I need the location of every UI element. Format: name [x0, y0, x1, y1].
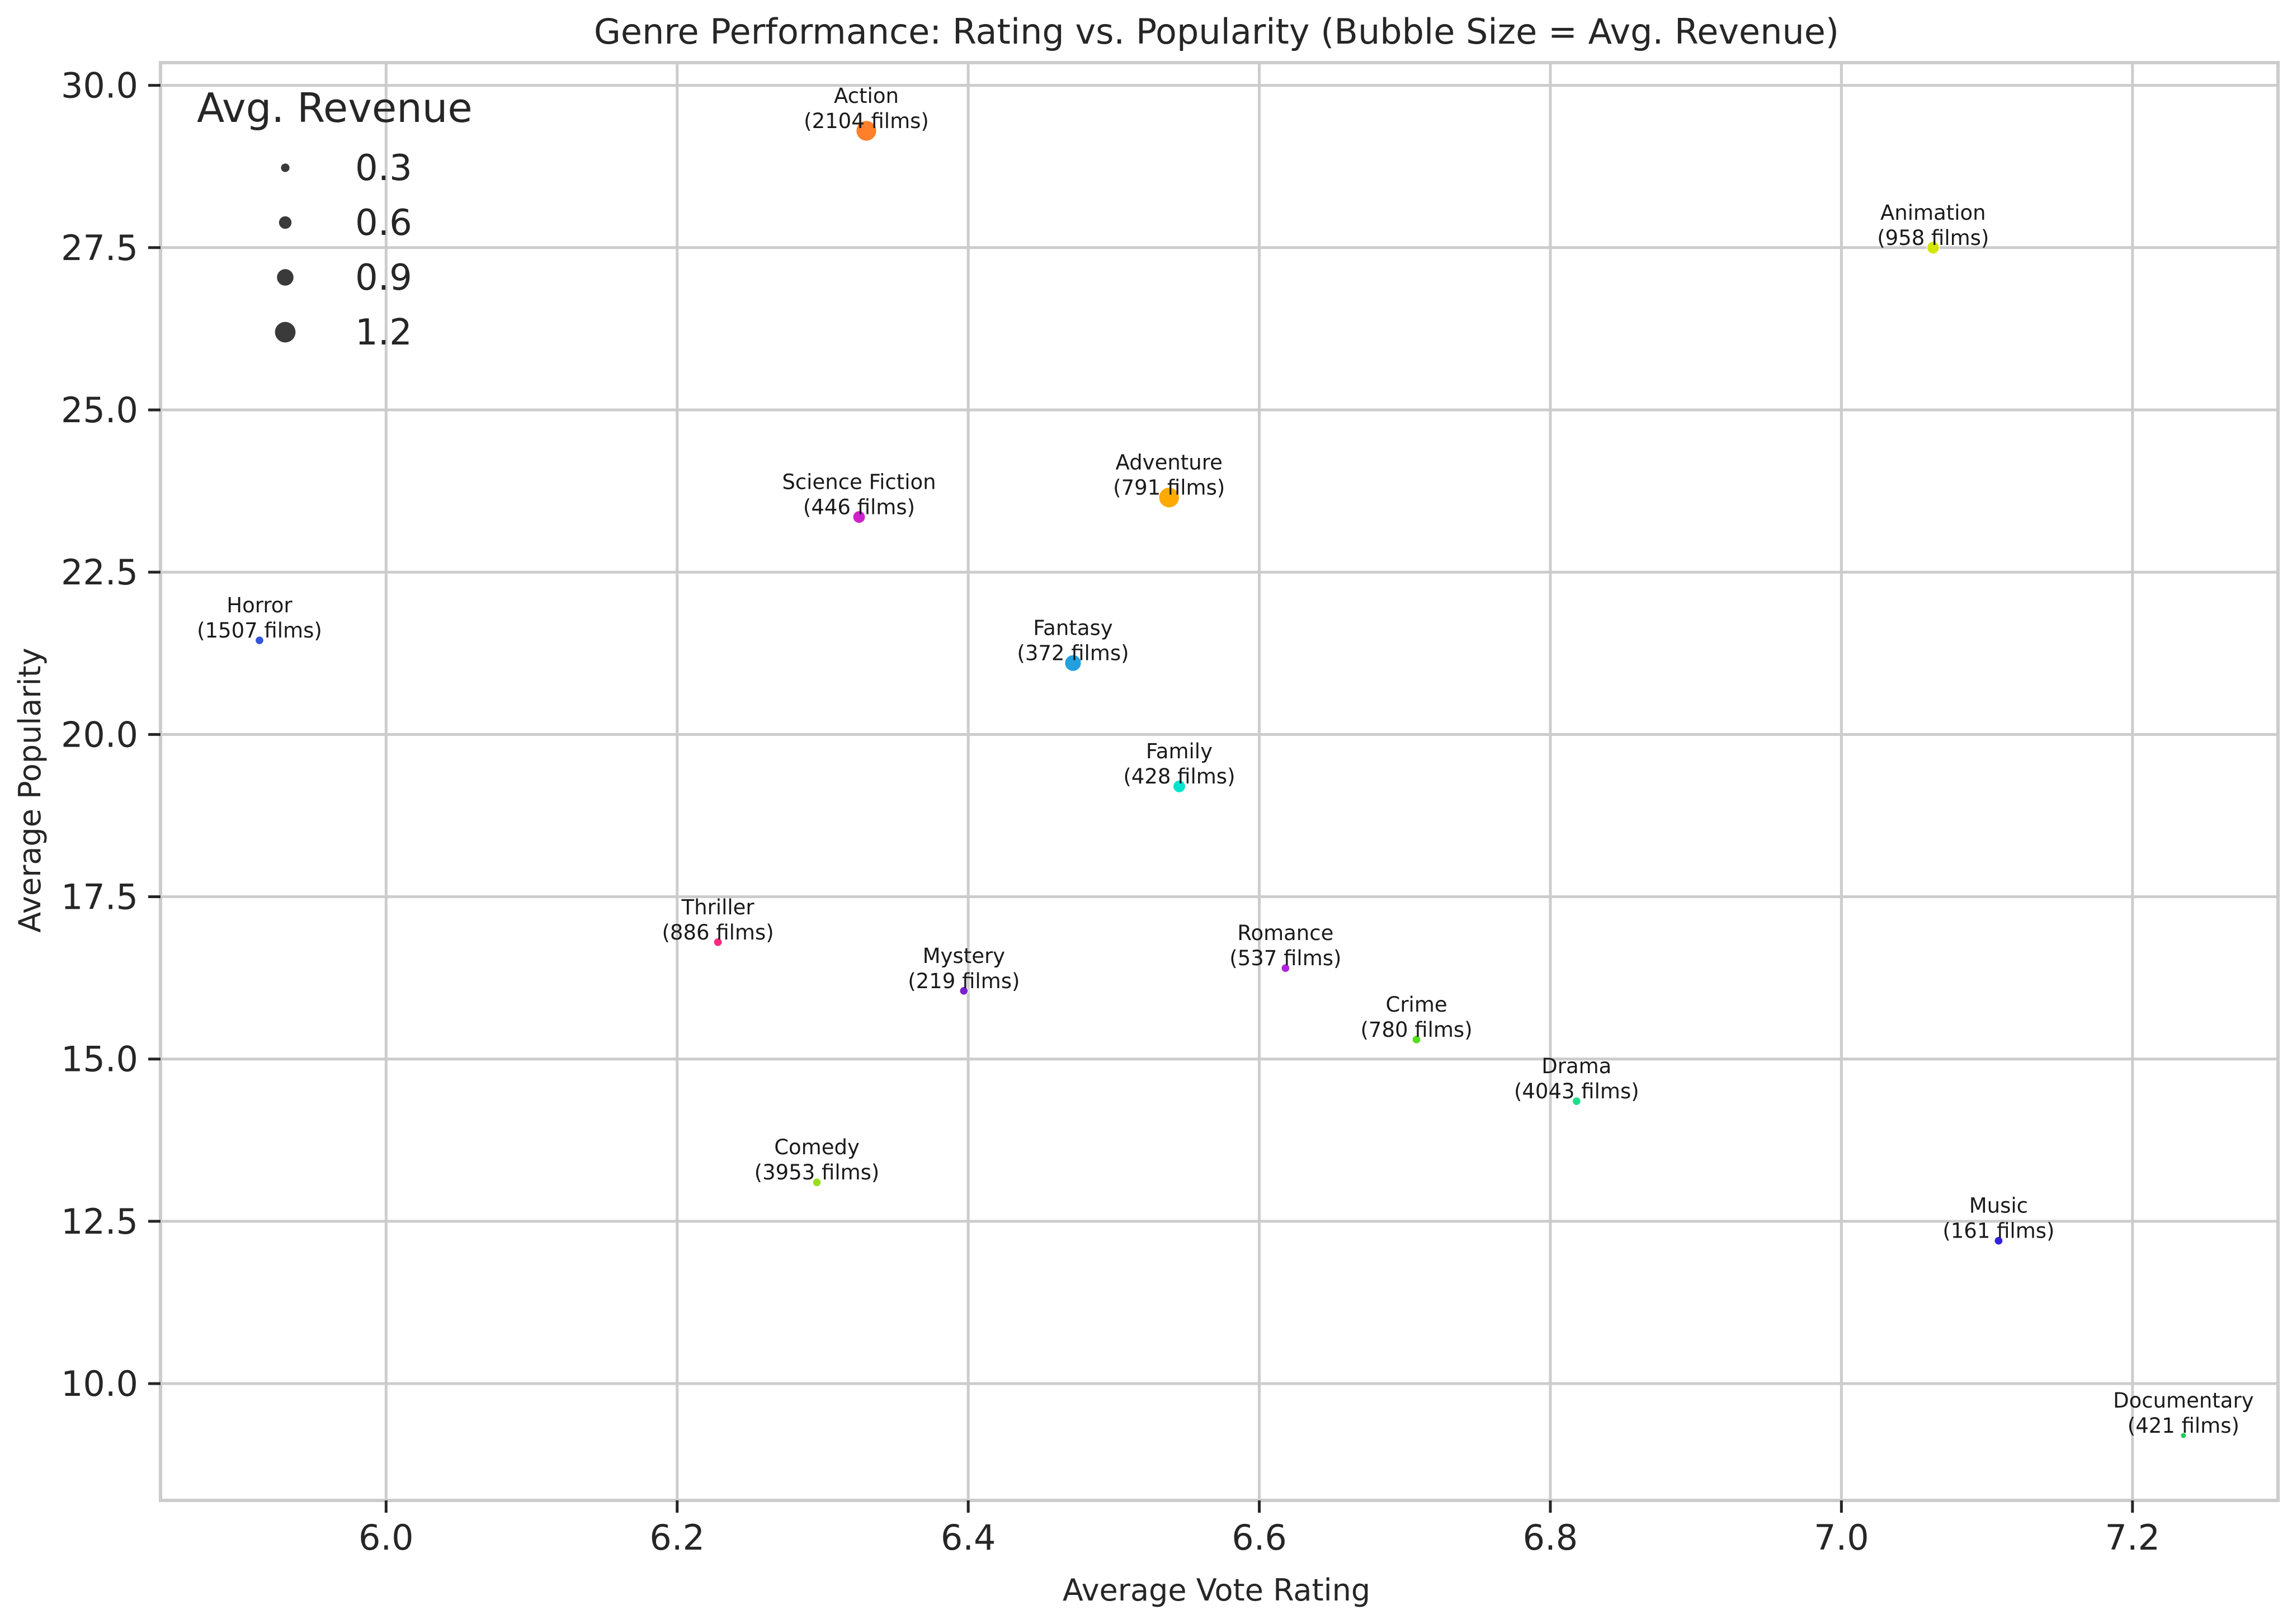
point-genre-label: Music	[1969, 1194, 2028, 1218]
data-point	[1572, 1096, 1582, 1106]
point-genre-label: Science Fiction	[782, 470, 936, 494]
axes-frame	[159, 61, 2280, 1502]
data-point	[1412, 1035, 1421, 1045]
y-tick-label: 30.0	[61, 65, 138, 106]
point-count-label: (3953 films)	[754, 1160, 880, 1184]
y-tick-label: 27.5	[61, 228, 138, 268]
x-tick-label: 6.4	[941, 1517, 996, 1558]
point-genre-label: Mystery	[923, 944, 1005, 968]
y-tick-label: 12.5	[61, 1201, 138, 1242]
legend: Avg. Revenue 0.3 0.6 0.9 1.2	[197, 84, 473, 353]
point-genre-label: Crime	[1386, 993, 1447, 1017]
x-tick-label: 6.8	[1523, 1517, 1578, 1558]
data-point	[1994, 1236, 2003, 1246]
point-genre-label: Romance	[1237, 921, 1333, 945]
point-count-label: (446 films)	[803, 495, 915, 520]
point-genre-label: Thriller	[681, 895, 755, 919]
plot-border	[159, 61, 2280, 1502]
data-point	[254, 635, 265, 645]
point-count-label: (958 films)	[1877, 226, 1989, 250]
data-point	[1281, 963, 1290, 973]
y-axis-label: Average Popularity	[12, 648, 48, 933]
x-tick-label: 6.2	[649, 1517, 705, 1558]
point-count-label: (372 films)	[1017, 641, 1129, 665]
x-tick-label: 6.0	[359, 1517, 414, 1558]
point-count-label: (428 films)	[1123, 764, 1235, 789]
legend-label: 0.3	[355, 148, 412, 189]
data-point	[959, 986, 969, 996]
point-genre-label: Action	[834, 84, 899, 108]
x-tick-label: 7.2	[2105, 1517, 2160, 1558]
data-point	[1064, 654, 1082, 672]
point-count-label: (219 films)	[908, 969, 1020, 993]
point-genre-label: Horror	[227, 593, 293, 617]
data-point	[855, 120, 878, 142]
point-count-label: (1507 films)	[197, 619, 322, 643]
x-tick-label: 7.0	[1814, 1517, 1869, 1558]
point-genre-label: Documentary	[2113, 1389, 2253, 1413]
legend-marker	[279, 216, 292, 229]
y-tick-label: 17.5	[61, 877, 138, 918]
data-points	[254, 120, 2187, 1439]
y-tick-label: 10.0	[61, 1363, 138, 1404]
data-point	[852, 510, 866, 524]
legend-label: 0.6	[355, 202, 412, 244]
y-tick-label: 22.5	[61, 552, 138, 593]
point-count-label: (4043 films)	[1514, 1079, 1639, 1103]
point-count-label: (537 films)	[1229, 946, 1341, 970]
legend-marker	[277, 269, 294, 286]
grid-lines	[161, 63, 2278, 1500]
data-point	[1926, 240, 1940, 254]
point-count-label: (2104 films)	[804, 109, 929, 133]
y-tick-label: 25.0	[61, 390, 138, 431]
data-point	[1158, 487, 1180, 508]
legend-marker	[281, 163, 290, 172]
data-point	[812, 1177, 822, 1187]
data-labels: Action(2104 films) Animation(958 films) Sc…	[197, 84, 2254, 1438]
point-genre-label: Adventure	[1116, 451, 1223, 475]
legend-marker	[275, 322, 296, 343]
point-genre-label: Animation	[1880, 201, 1986, 225]
point-count-label: (780 films)	[1360, 1018, 1472, 1042]
point-genre-label: Fantasy	[1033, 616, 1112, 640]
point-genre-label: Family	[1146, 739, 1213, 763]
point-count-label: (791 films)	[1113, 476, 1225, 500]
point-count-label: (886 films)	[662, 920, 774, 945]
data-point	[1172, 780, 1186, 794]
x-tick-label: 6.6	[1232, 1517, 1287, 1558]
point-count-label: (421 films)	[2128, 1414, 2239, 1438]
data-point	[2180, 1432, 2187, 1439]
data-point	[713, 937, 723, 947]
point-count-label: (161 films)	[1942, 1219, 2054, 1243]
chart-title: Genre Performance: Rating vs. Popularity…	[594, 11, 1839, 52]
legend-label: 0.9	[355, 257, 412, 299]
x-axis-label: Average Vote Rating	[1063, 1573, 1370, 1608]
legend-title: Avg. Revenue	[197, 84, 473, 131]
point-genre-label: Drama	[1541, 1054, 1611, 1078]
point-genre-label: Comedy	[774, 1135, 860, 1159]
y-tick-label: 15.0	[61, 1039, 138, 1080]
y-tick-label: 20.0	[61, 714, 138, 755]
legend-label: 1.2	[355, 312, 412, 353]
axis-ticks: 6.0 6.2 6.4 6.6 6.8 7.0 7.2 10.0 12.5 15.0 17.5 20.…	[61, 65, 2160, 1558]
